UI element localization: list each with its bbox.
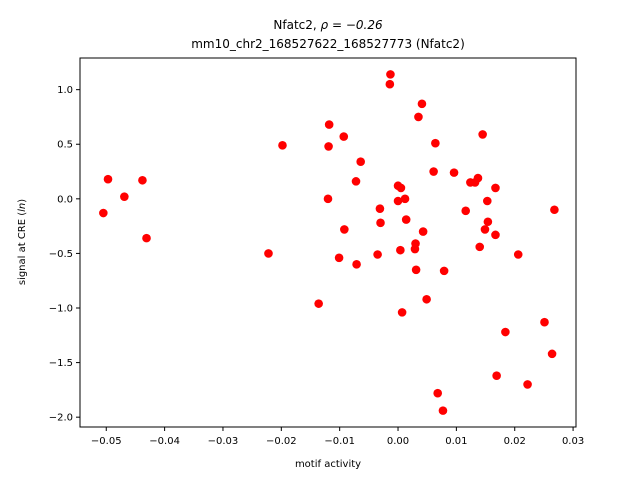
data-point	[417, 99, 427, 109]
data-point	[324, 120, 334, 129]
data-point	[491, 183, 500, 193]
x-tick-label: −0.03	[208, 436, 239, 447]
data-point	[418, 227, 428, 236]
data-point	[483, 217, 493, 227]
x-tick-label: −0.02	[266, 436, 297, 447]
data-point	[513, 250, 523, 259]
data-point	[411, 239, 420, 248]
data-point	[373, 250, 382, 259]
x-tick-label: 0.01	[445, 436, 467, 447]
data-point	[400, 194, 410, 204]
y-tick-label: 0.5	[57, 140, 73, 151]
y-axis-label-prefix: signal at CRE (	[17, 212, 28, 285]
data-point	[473, 173, 483, 183]
data-point	[439, 266, 449, 276]
y-tick-label: −2.0	[49, 413, 73, 424]
data-point	[492, 371, 501, 380]
data-point	[278, 141, 287, 150]
y-tick-label: 1.0	[57, 85, 73, 96]
data-point	[340, 225, 349, 234]
data-point	[393, 196, 403, 206]
data-point	[449, 168, 459, 177]
data-point	[386, 70, 395, 79]
plot-frame	[79, 57, 577, 428]
y-axis-label: signal at CRE (ln)	[17, 199, 28, 285]
x-tick-label: 0.03	[562, 436, 584, 447]
data-point	[480, 225, 490, 234]
chart-title-rho: ρ = −0.26	[321, 18, 383, 32]
data-point	[429, 167, 438, 176]
data-point	[475, 242, 485, 252]
data-point	[339, 132, 349, 141]
y-tick-label: 0.0	[57, 194, 73, 205]
data-point	[550, 205, 559, 215]
data-point	[414, 112, 423, 122]
x-tick-label: −0.05	[91, 436, 122, 447]
data-point	[385, 79, 395, 89]
data-point	[99, 208, 108, 218]
y-axis-ticks: −2.0 −1.5 −1.0 −0.5 0.0 0.5 1.0	[49, 85, 80, 424]
x-tick-label: −0.04	[149, 436, 180, 447]
data-point	[120, 192, 129, 201]
data-point	[334, 253, 344, 263]
data-point	[438, 406, 448, 415]
data-point	[324, 142, 333, 151]
y-axis-label-italic: ln	[17, 203, 28, 212]
y-tick-label: −1.0	[49, 304, 73, 315]
y-tick-label: −0.5	[49, 249, 73, 260]
data-point	[433, 388, 443, 398]
x-axis-label: motif activity	[295, 459, 361, 470]
data-point	[352, 260, 361, 269]
chart-title-line1: Nfatc2, ρ = −0.26	[273, 18, 383, 32]
data-point	[523, 380, 532, 389]
data-point	[547, 349, 557, 359]
x-axis-ticks: −0.05 −0.04 −0.03 −0.02 −0.01 0.00 0.01 0.02 0.0…	[91, 427, 584, 447]
data-point	[314, 299, 323, 308]
data-point	[396, 245, 405, 255]
chart-title-line2: mm10_chr2_168527622_168527773 (Nfatc2)	[191, 37, 465, 51]
y-tick-label: −1.5	[49, 358, 73, 369]
data-point	[461, 206, 471, 216]
data-point	[375, 204, 385, 213]
data-point	[397, 308, 407, 317]
data-point	[491, 230, 500, 240]
data-point	[103, 174, 113, 184]
data-point	[431, 138, 440, 148]
data-point	[483, 196, 492, 206]
x-tick-label: −0.01	[324, 436, 355, 447]
data-point	[411, 265, 421, 275]
x-tick-label: 0.02	[504, 436, 526, 447]
data-point	[356, 157, 365, 167]
points-layer	[99, 70, 559, 415]
data-point	[422, 294, 431, 304]
x-tick-label: 0.00	[387, 436, 409, 447]
data-point	[478, 130, 487, 139]
data-point	[396, 183, 406, 193]
data-point	[351, 177, 361, 186]
data-point	[376, 218, 385, 228]
data-point	[138, 175, 147, 185]
y-axis-label-suffix: )	[17, 199, 28, 203]
data-point	[264, 249, 273, 258]
chart-title-prefix: Nfatc2,	[273, 18, 320, 32]
data-point	[401, 215, 411, 224]
data-point	[142, 233, 151, 243]
data-point	[501, 327, 510, 337]
data-point	[323, 194, 333, 204]
data-point	[540, 317, 549, 327]
